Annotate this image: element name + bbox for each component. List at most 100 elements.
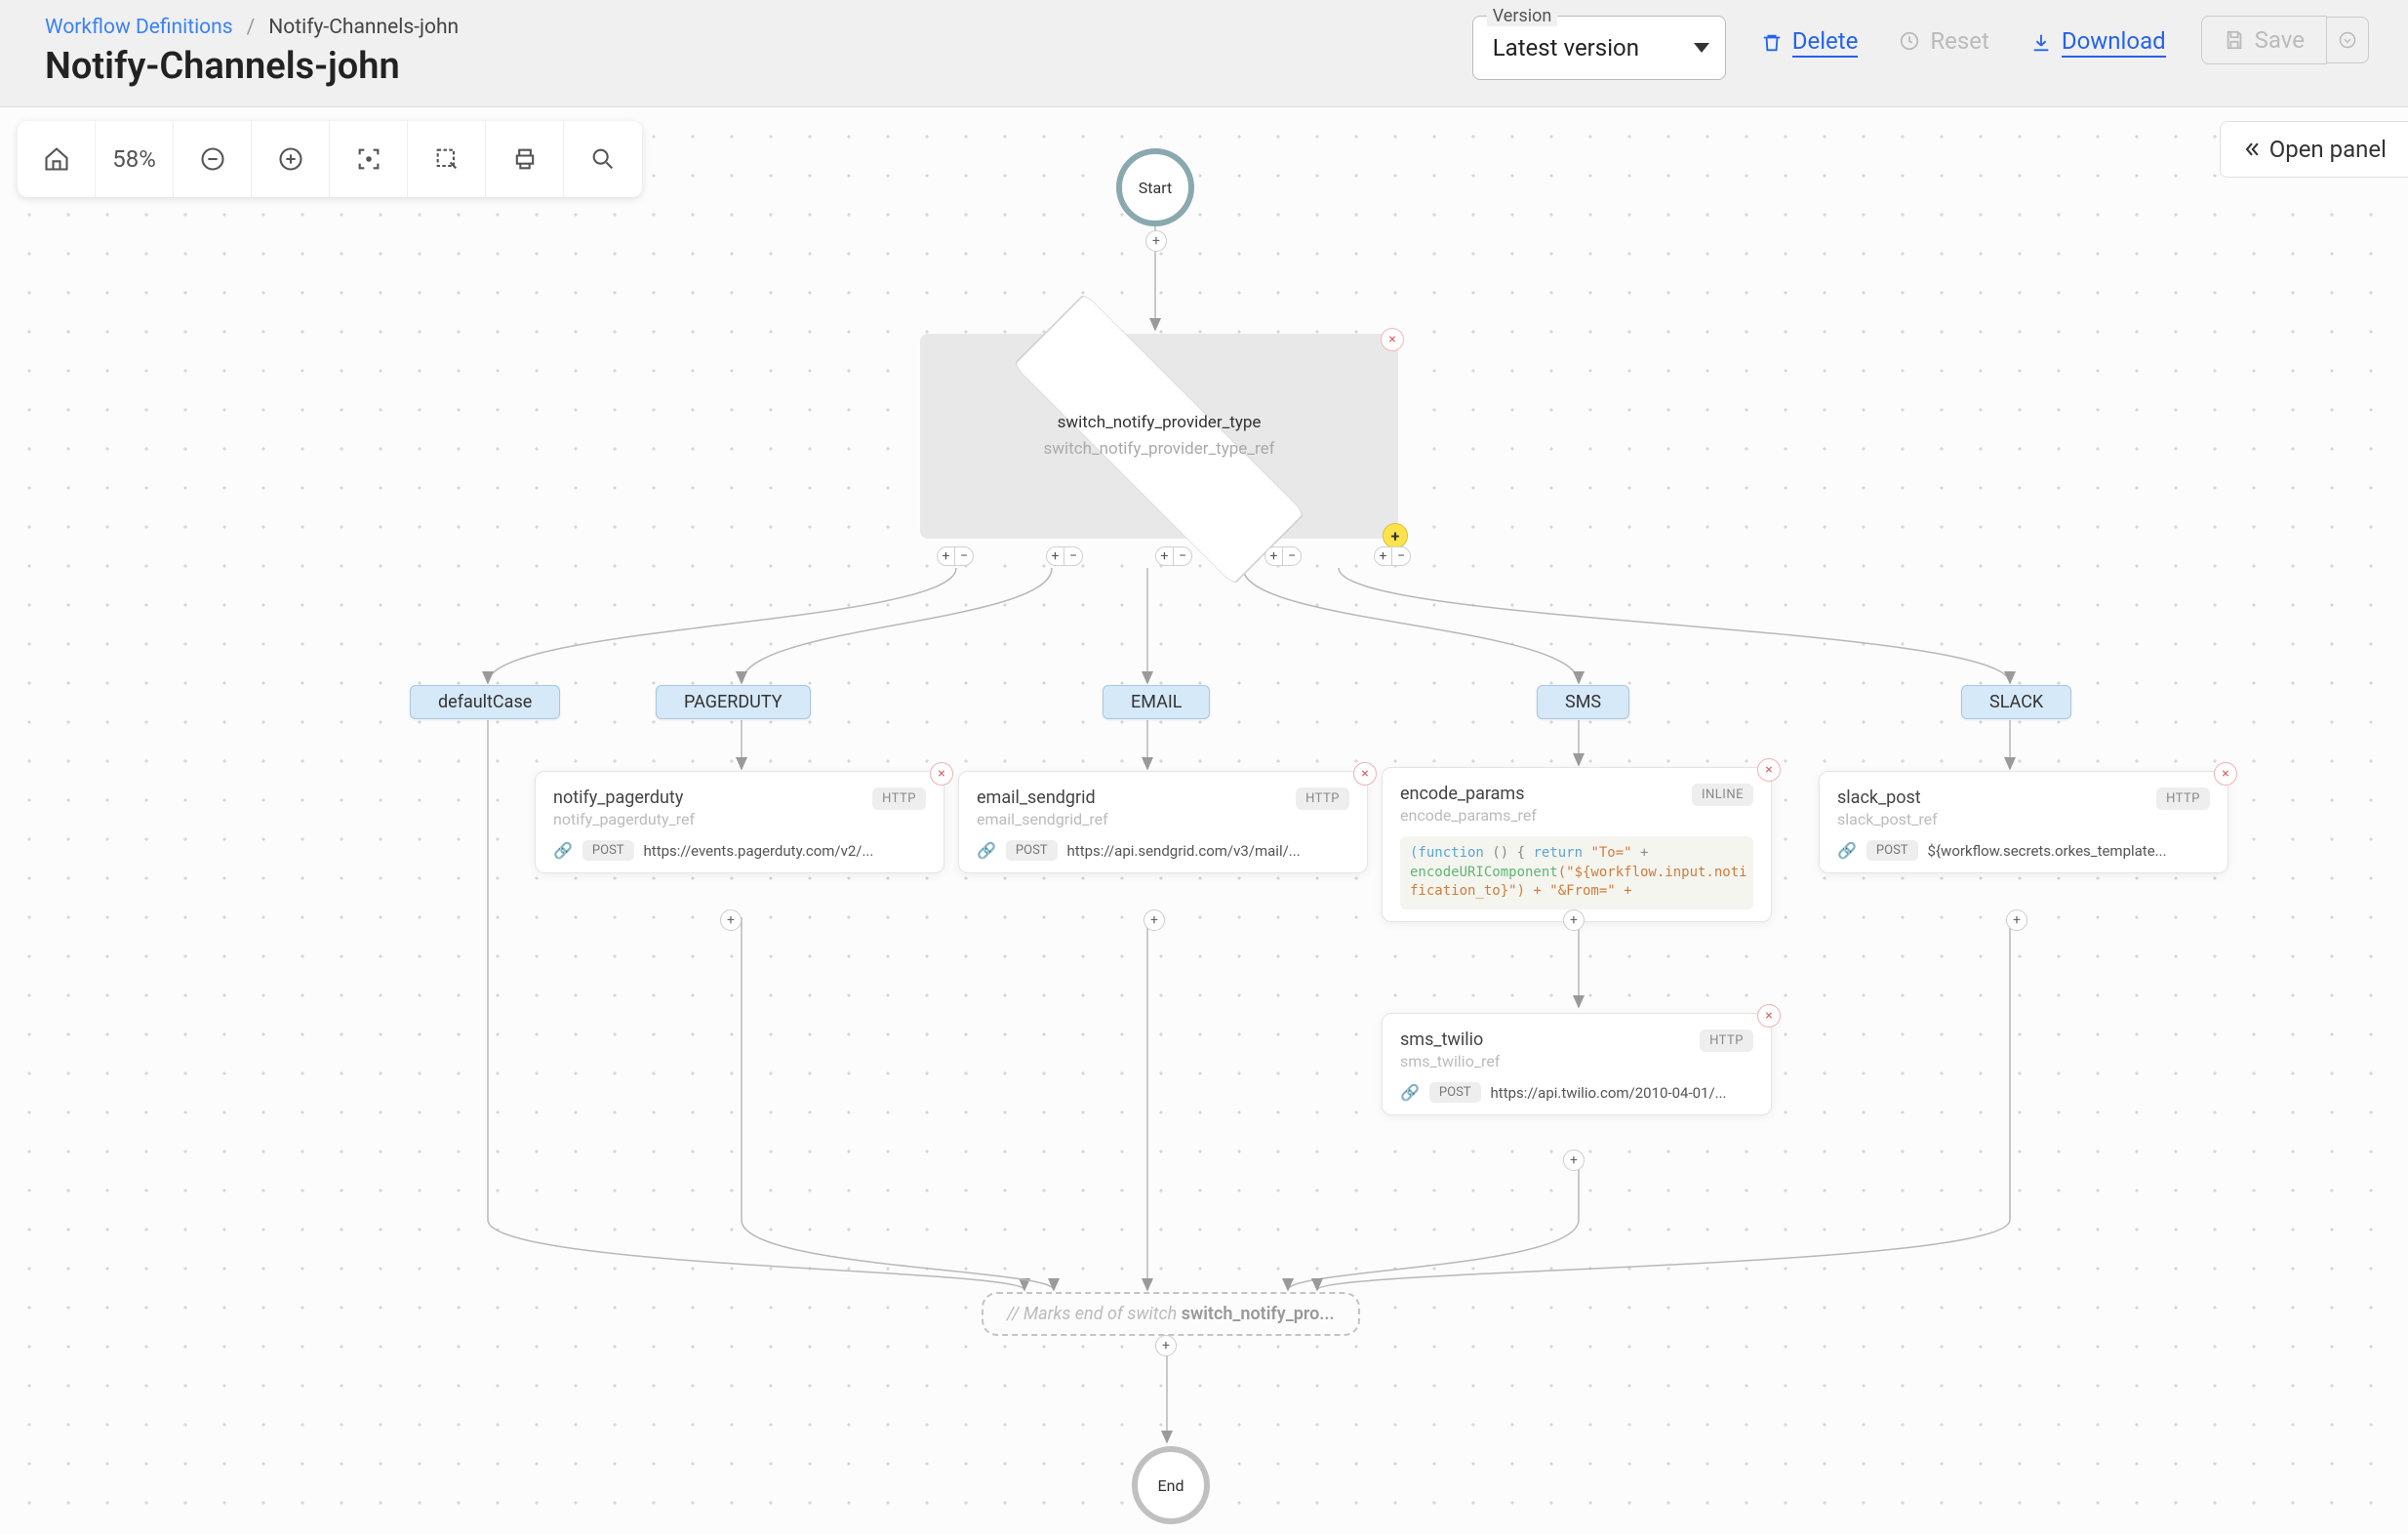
task-type-badge: INLINE <box>1692 784 1753 806</box>
task-type-badge: HTTP <box>1296 787 1349 810</box>
link-icon: 🔗 <box>977 841 996 860</box>
add-branch-button[interactable]: + <box>1383 523 1408 548</box>
start-node[interactable]: Start <box>1116 148 1194 226</box>
task-name: slack_post <box>1837 787 1938 808</box>
open-panel-button[interactable]: Open panel <box>2220 121 2408 178</box>
switch-port[interactable]: +− <box>937 546 974 566</box>
save-button-group: Save <box>2201 16 2369 64</box>
download-icon <box>2030 32 2052 54</box>
trash-icon <box>1761 32 1783 54</box>
link-icon: 🔗 <box>1400 1083 1420 1102</box>
header: Workflow Definitions / Notify-Channels-j… <box>0 0 2408 107</box>
plus-circle-icon <box>277 145 304 173</box>
add-node-button[interactable]: + <box>1563 909 1585 931</box>
add-node-button[interactable]: + <box>720 909 742 931</box>
add-node-button[interactable]: + <box>1144 909 1165 931</box>
zoom-in-button[interactable] <box>252 121 330 197</box>
end-node[interactable]: End <box>1132 1446 1210 1524</box>
select-icon <box>433 145 461 173</box>
diagram-canvas[interactable]: Start × switch_notify_provider_type swit… <box>0 107 2408 1534</box>
switch-port[interactable]: +− <box>1155 546 1192 566</box>
node-delete-button[interactable]: × <box>1757 1004 1781 1028</box>
task-type-badge: HTTP <box>1700 1029 1753 1052</box>
print-icon <box>511 145 539 173</box>
link-icon: 🔗 <box>553 841 573 860</box>
task-type-badge: HTTP <box>872 787 926 810</box>
fit-button[interactable] <box>330 121 408 197</box>
link-icon: 🔗 <box>1837 841 1857 860</box>
search-icon <box>589 145 617 173</box>
node-delete-button[interactable]: × <box>930 762 953 786</box>
version-label: Version <box>1487 6 1558 26</box>
http-url: https://api.sendgrid.com/v3/mail/... <box>1067 842 1301 860</box>
switch-port[interactable]: +− <box>1046 546 1083 566</box>
node-delete-button[interactable]: × <box>1757 758 1781 782</box>
task-pagerduty[interactable]: × notify_pagerduty notify_pagerduty_ref … <box>535 771 944 873</box>
case-label-email[interactable]: EMAIL <box>1103 685 1210 719</box>
chevrons-left-icon <box>2242 140 2262 159</box>
select-button[interactable] <box>408 121 486 197</box>
delete-button[interactable]: Delete <box>1755 16 1865 71</box>
node-delete-button[interactable]: × <box>1381 328 1404 351</box>
end-switch-marker[interactable]: // Marks end of switch switch_notify_pro… <box>982 1292 1360 1336</box>
task-ref: email_sendgrid_ref <box>977 810 1108 828</box>
inline-code: (function () { return "To=" + encodeURIC… <box>1400 836 1753 909</box>
task-ref: slack_post_ref <box>1837 810 1938 828</box>
node-delete-button[interactable]: × <box>2214 762 2237 786</box>
save-dropdown <box>2327 17 2369 63</box>
zoom-level[interactable]: 58% <box>96 121 174 197</box>
task-sendgrid[interactable]: × email_sendgrid email_sendgrid_ref HTTP… <box>958 771 1368 873</box>
case-label-slack[interactable]: SLACK <box>1961 685 2071 719</box>
breadcrumb-sep: / <box>247 16 256 39</box>
node-delete-button[interactable]: × <box>1353 762 1377 786</box>
task-type-badge: HTTP <box>2156 787 2210 810</box>
switch-port[interactable]: +− <box>1374 546 1411 566</box>
task-name: email_sendgrid <box>977 787 1108 808</box>
save-icon <box>2224 29 2245 51</box>
task-ref: sms_twilio_ref <box>1400 1052 1500 1070</box>
chevron-down-icon <box>1694 43 1709 53</box>
search-button[interactable] <box>564 121 642 197</box>
reset-button: Reset <box>1893 16 1994 68</box>
switch-node[interactable]: × switch_notify_provider_type switch_not… <box>920 334 1398 539</box>
http-method: POST <box>1866 840 1918 861</box>
add-node-button[interactable]: + <box>1155 1335 1177 1356</box>
case-label-pagerduty[interactable]: PAGERDUTY <box>656 685 811 719</box>
http-method: POST <box>1429 1082 1481 1103</box>
task-slack[interactable]: × slack_post slack_post_ref HTTP 🔗 POST … <box>1819 771 2228 873</box>
home-button[interactable] <box>18 121 96 197</box>
zoom-out-button[interactable] <box>174 121 252 197</box>
home-icon <box>43 145 70 173</box>
breadcrumb: Workflow Definitions / Notify-Channels-j… <box>45 16 459 39</box>
print-button[interactable] <box>486 121 564 197</box>
switch-port-row: +− +− +− +− +− <box>937 546 1411 566</box>
switch-port[interactable]: +− <box>1264 546 1302 566</box>
page-title: Notify-Channels-john <box>45 45 459 88</box>
task-ref: notify_pagerduty_ref <box>553 810 695 828</box>
http-url: https://events.pagerduty.com/v2/... <box>644 842 874 860</box>
breadcrumb-current: Notify-Channels-john <box>268 16 459 39</box>
task-name: encode_params <box>1400 784 1537 804</box>
task-twilio[interactable]: × sms_twilio sms_twilio_ref HTTP 🔗 POST … <box>1382 1013 1772 1115</box>
download-button[interactable]: Download <box>2025 16 2172 71</box>
breadcrumb-root[interactable]: Workflow Definitions <box>45 16 233 39</box>
http-method: POST <box>1006 840 1058 861</box>
task-encode[interactable]: × encode_params encode_params_ref INLINE… <box>1382 767 1772 922</box>
add-node-button[interactable]: + <box>1563 1150 1585 1171</box>
version-select[interactable]: Version Latest version <box>1472 16 1726 80</box>
switch-label: switch_notify_provider_type switch_notif… <box>1043 410 1274 463</box>
task-name: notify_pagerduty <box>553 787 695 808</box>
canvas-toolbar: 58% <box>18 121 642 197</box>
http-url: https://api.twilio.com/2010-04-01/... <box>1491 1084 1727 1102</box>
add-node-button[interactable]: + <box>2006 909 2027 931</box>
http-method: POST <box>582 840 634 861</box>
case-label-defaultcase[interactable]: defaultCase <box>410 685 560 719</box>
task-name: sms_twilio <box>1400 1029 1500 1050</box>
version-value: Latest version <box>1493 34 1639 61</box>
reset-icon <box>1899 30 1920 52</box>
save-button: Save <box>2201 16 2327 64</box>
minus-circle-icon <box>199 145 226 173</box>
http-url: ${workflow.secrets.orkes_template... <box>1928 842 2167 860</box>
case-label-sms[interactable]: SMS <box>1537 685 1629 719</box>
add-node-button[interactable]: + <box>1145 230 1167 252</box>
